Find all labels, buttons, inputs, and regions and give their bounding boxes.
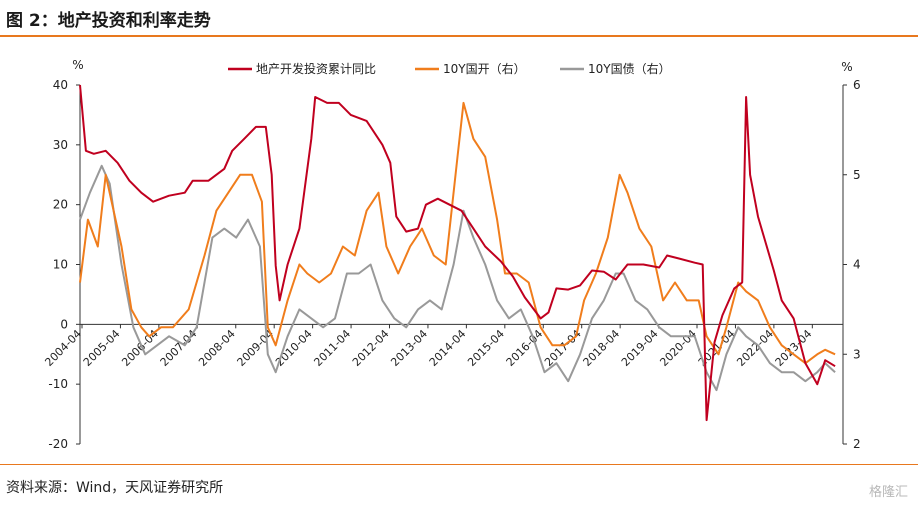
left-tick-label: -20 (48, 437, 68, 451)
x-tick-label: 2012-04 (350, 327, 392, 369)
right-tick-label: 5 (853, 168, 861, 182)
legend-label-1: 10Y国开（右） (443, 61, 526, 76)
right-tick-label: 3 (853, 347, 861, 361)
series-line-0 (79, 84, 836, 422)
x-tick-label: 2020-04 (657, 327, 699, 369)
left-tick-label: -10 (48, 377, 68, 391)
right-tick-label: 6 (853, 78, 861, 92)
bottom-divider (0, 464, 918, 465)
watermark-logo: 格隆汇 (868, 485, 908, 500)
x-tick-label: 2016-04 (504, 327, 546, 369)
x-tick-label: 2008-04 (196, 327, 238, 369)
right-axis-unit: % (841, 60, 852, 74)
legend-label-0: 地产开发投资累计同比 (256, 61, 376, 76)
left-tick-label: 30 (53, 138, 68, 152)
legend-label-2: 10Y国债（右） (588, 61, 671, 76)
x-tick-label: 2013-04 (388, 327, 430, 369)
series-line-1 (79, 101, 836, 365)
series-line-2 (79, 164, 836, 392)
x-tick-label: 2011-04 (311, 327, 353, 369)
left-tick-label: 20 (53, 198, 68, 212)
source-note: 资料来源：Wind，天风证券研究所 (6, 480, 224, 496)
left-tick-label: 10 (53, 258, 68, 272)
x-tick-label: 2005-04 (81, 327, 123, 369)
left-tick-label: 40 (53, 78, 68, 92)
x-tick-label: 2019-04 (619, 327, 661, 369)
x-tick-label: 2004-04 (42, 327, 84, 369)
left-axis-unit: % (72, 58, 83, 72)
x-tick-label: 2015-04 (465, 327, 507, 369)
left-tick-label: 0 (60, 317, 68, 331)
x-tick-label: 2014-04 (427, 327, 469, 369)
right-tick-label: 4 (853, 258, 861, 272)
x-tick-label: 2023-04 (773, 327, 815, 369)
top-divider (0, 35, 918, 37)
right-tick-label: 2 (853, 437, 861, 451)
chart-title: 图 2：地产投资和利率走势 (6, 11, 211, 31)
